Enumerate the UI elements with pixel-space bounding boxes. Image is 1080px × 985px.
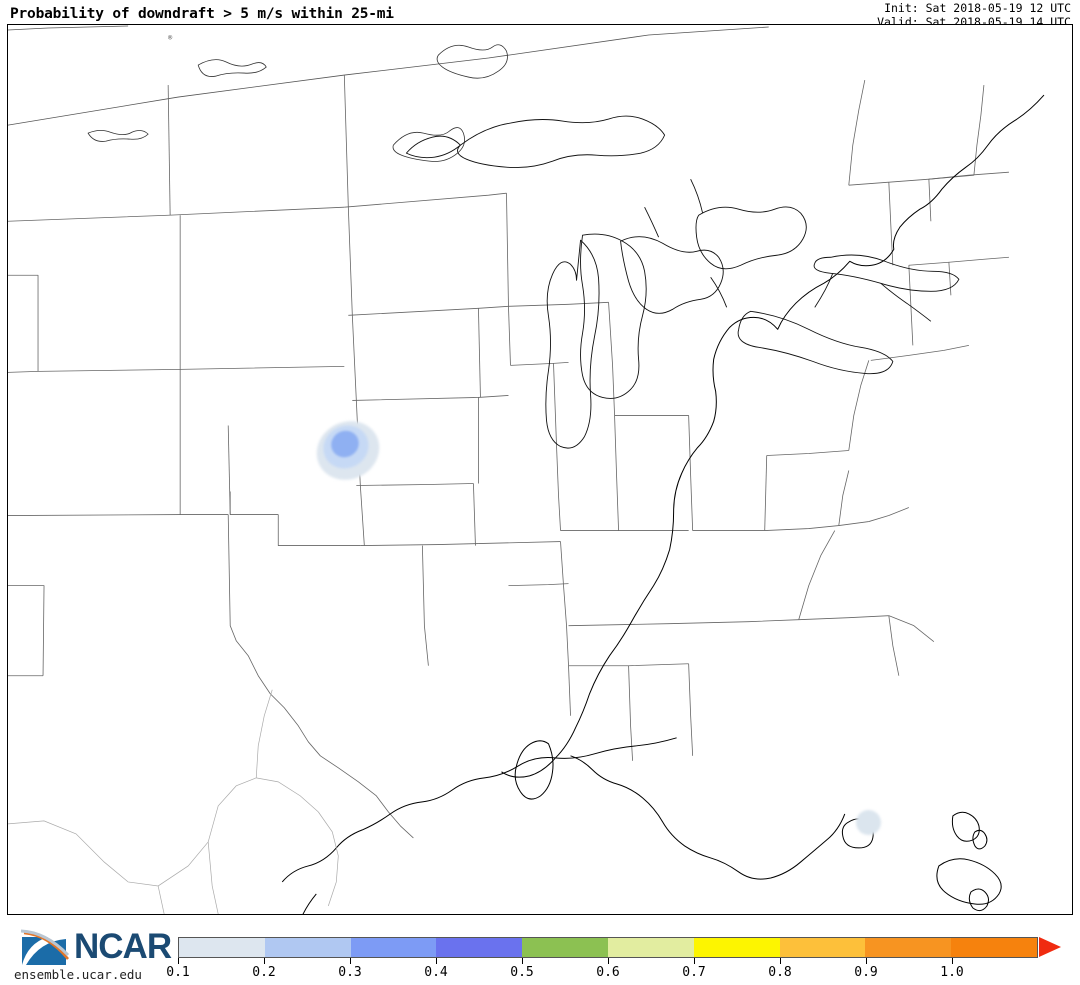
colorbar-label-0.8: 0.8 (768, 965, 792, 980)
map-panel[interactable] (7, 24, 1073, 915)
colorbar-label-0.4: 0.4 (424, 965, 448, 980)
colorbar-label-0.1: 0.1 (166, 965, 190, 980)
colorbar-label-0.3: 0.3 (338, 965, 362, 980)
colorbar-segment-0.3 (350, 938, 437, 957)
colorbar-tick-0.2 (264, 958, 265, 964)
ncar-logo[interactable]: NCAR ensemble.ucar.edu (8, 927, 173, 983)
colorbar[interactable]: 0.1 0.2 0.3 0.4 0.5 0.6 0.7 0.8 0.9 1.0 (166, 937, 1073, 981)
colorbar-tick-0.4 (436, 958, 437, 964)
map-geography (8, 25, 1045, 914)
registered-trademark-icon: ® (168, 34, 173, 42)
colorbar-tick-0.8 (780, 958, 781, 964)
colorbar-tick-0.5 (522, 958, 523, 964)
colorbar-label-0.6: 0.6 (596, 965, 620, 980)
state-boundaries-layer (8, 25, 1009, 839)
colorbar-tick-0.9 (866, 958, 867, 964)
colorbar-label-0.2: 0.2 (252, 965, 276, 980)
mexico-boundaries-layer (8, 689, 339, 914)
colorbar-segment-0.8 (779, 938, 866, 957)
colorbar-over-arrow-icon (1039, 937, 1061, 957)
ncar-url-text[interactable]: ensemble.ucar.edu (14, 967, 142, 982)
colorbar-tick-labels: 0.1 0.2 0.3 0.4 0.5 0.6 0.7 0.8 0.9 1.0 (166, 965, 1038, 981)
colorbar-gradient (178, 937, 1038, 958)
colorbar-segment-0.1 (179, 938, 265, 957)
colorbar-segment-1 (951, 938, 1037, 957)
page-title: Probability of downdraft > 5 m/s within … (10, 6, 394, 22)
colorbar-tick-0.7 (694, 958, 695, 964)
colorbar-label-1.0: 1.0 (940, 965, 964, 980)
ncar-logo-mark (20, 929, 70, 965)
colorbar-tick-0.6 (608, 958, 609, 964)
colorbar-tick-1.0 (952, 958, 953, 964)
init-time-label: Init: Sat 2018-05-19 12 UTC (884, 1, 1071, 15)
ncar-logo-text: NCAR (74, 927, 172, 966)
colorbar-ticks (178, 958, 1038, 964)
colorbar-segment-0.2 (264, 938, 351, 957)
colorbar-segment-0.6 (607, 938, 694, 957)
colorbar-label-0.9: 0.9 (854, 965, 878, 980)
colorbar-segment-0.4 (436, 938, 523, 957)
colorbar-label-0.5: 0.5 (510, 965, 534, 980)
colorbar-segment-0.5 (522, 938, 608, 957)
colorbar-segment-0.9 (865, 938, 952, 957)
great-lakes-layer (405, 115, 960, 449)
colorbar-tick-0.3 (350, 958, 351, 964)
colorbar-label-0.7: 0.7 (682, 965, 706, 980)
colorbar-segment-0.7 (693, 938, 780, 957)
colorbar-tick-0.1 (178, 958, 179, 964)
coastline-layer (281, 94, 1045, 914)
